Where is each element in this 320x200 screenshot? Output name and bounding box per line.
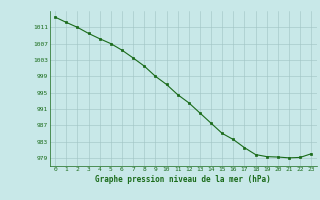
X-axis label: Graphe pression niveau de la mer (hPa): Graphe pression niveau de la mer (hPa) <box>95 175 271 184</box>
